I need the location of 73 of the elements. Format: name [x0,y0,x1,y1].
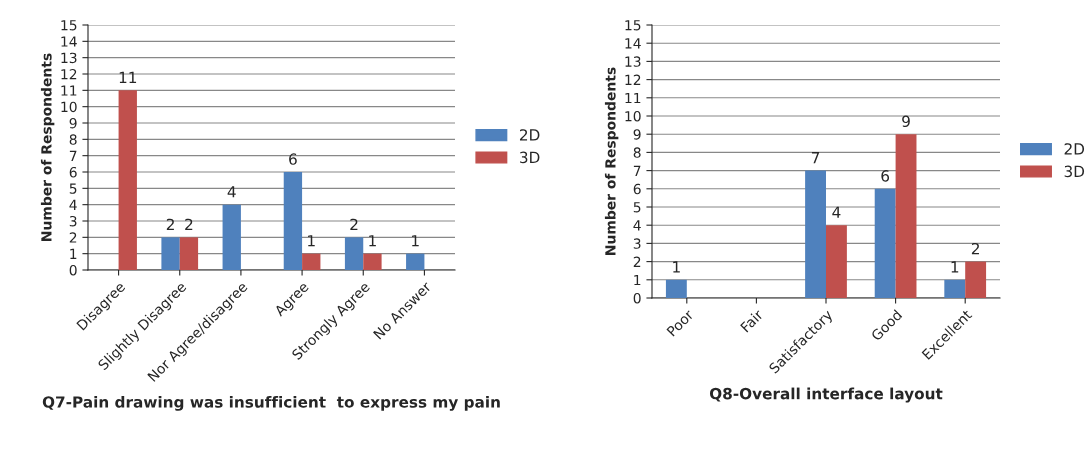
y-tick-label: 12 [61,68,77,80]
bar [965,261,987,298]
x-axis-title: Q8-Overall interface layout [709,387,943,403]
y-tick-label: 8 [633,147,641,158]
y-tick-label: 15 [61,20,77,31]
x-axis-title: Q7-Pain drawing was insufficient to express my pain [42,395,500,411]
bar [363,253,382,270]
data-label: 6 [289,153,297,165]
data-label: 1 [412,235,419,247]
data-label: 2 [185,218,193,230]
bar [222,204,241,270]
y-tick-label: 11 [61,85,77,96]
data-label: 1 [308,235,315,247]
y-tick-label: 12 [625,74,641,85]
y-tick-label: 3 [69,215,77,227]
data-label: 7 [811,152,820,164]
y-tick-label: 5 [69,183,77,194]
y-tick-label: 1 [70,248,77,259]
data-label: 2 [166,218,174,230]
bar [805,170,826,298]
data-label: 1 [369,235,376,247]
bar [826,225,847,298]
y-tick-label: 2 [633,256,641,267]
data-label: 9 [902,115,910,128]
legend-label: 3D [1064,165,1085,178]
y-tick-label: 6 [633,183,641,195]
y-tick-label: 8 [69,134,77,145]
bar [283,172,303,270]
data-label: 6 [881,170,890,182]
y-tick-label: 14 [625,38,641,49]
bar [944,279,966,298]
bar [874,188,896,298]
y-tick-label: 14 [61,36,77,47]
y-tick-label: 11 [625,92,641,104]
y-tick-label: 13 [61,52,77,64]
y-tick-label: 7 [69,150,77,161]
y-tick-label: 15 [625,20,641,31]
data-label: 1 [673,261,680,273]
bar [895,134,917,298]
data-label: 11 [119,71,137,83]
y-tick-label: 7 [633,165,641,176]
y-tick-label: 10 [625,110,641,122]
x-tick-label: Fair [739,308,764,333]
y-tick-label: 2 [69,232,77,243]
data-label: 1 [951,261,959,273]
bar [118,90,137,270]
bar [161,237,180,270]
y-tick-label: 3 [633,238,641,249]
data-label: 4 [227,186,236,198]
bar [302,253,321,270]
y-tick-label: 4 [69,199,77,210]
y-tick-label: 4 [633,220,641,231]
legend-label: 2D [1064,143,1085,155]
bar [406,253,425,270]
legend-label: 2D [519,129,540,141]
data-label: 4 [832,206,841,218]
y-tick-label: 5 [633,202,641,213]
y-tick-label: 13 [625,56,641,67]
bar [344,237,364,270]
y-tick-label: 9 [69,117,77,129]
bar [665,279,687,298]
y-tick-label: 0 [633,292,641,304]
y-axis-title: Number of Respondents [604,67,619,255]
legend-label: 3D [520,151,540,164]
bar [179,237,199,270]
y-tick-label: 10 [61,101,77,113]
y-tick-label: 9 [633,129,641,140]
data-label: 2 [971,242,979,255]
y-axis-title: Number of Respondents [40,53,55,241]
y-tick-label: 1 [634,274,641,286]
y-tick-label: 0 [69,264,77,276]
data-label: 2 [350,218,358,230]
y-tick-label: 6 [69,166,77,178]
